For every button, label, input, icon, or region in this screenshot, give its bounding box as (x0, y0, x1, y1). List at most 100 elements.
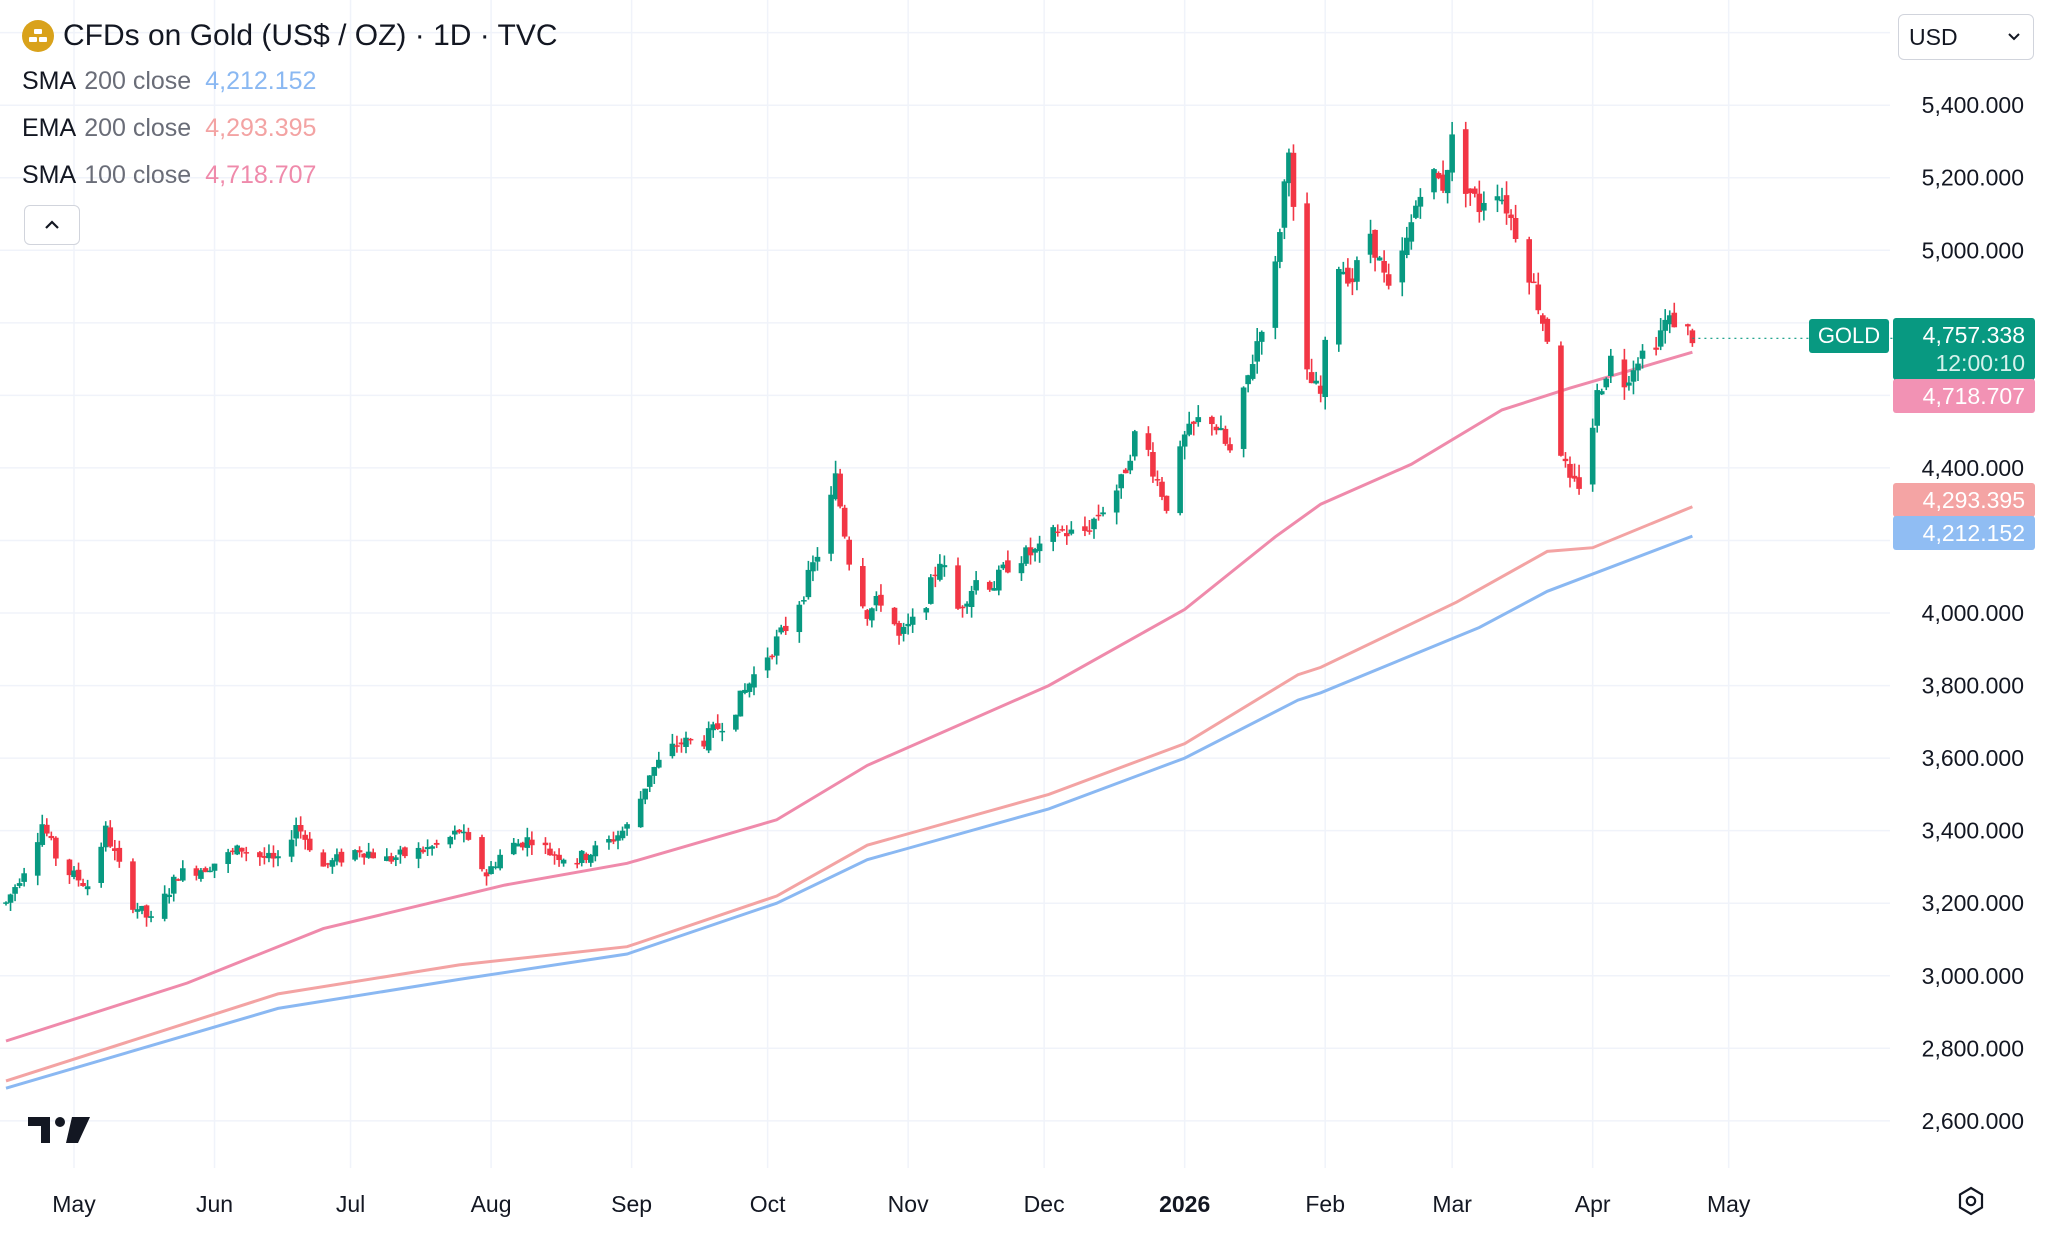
candle-body (805, 569, 812, 598)
candle-body (1503, 195, 1510, 214)
candle-body (198, 870, 204, 879)
candle-body (334, 854, 340, 862)
candle-body (560, 859, 567, 864)
candle-body (674, 745, 680, 747)
candle-body (878, 594, 884, 606)
candle-body (456, 829, 463, 833)
candle-body (520, 842, 526, 848)
candle-body (297, 825, 304, 832)
candle-body (7, 894, 14, 903)
candle-body (1540, 315, 1546, 324)
candle-body (574, 862, 580, 865)
indicator-params: 100 close (84, 161, 192, 189)
collapse-legend-button[interactable] (24, 205, 80, 245)
candle-body (238, 847, 245, 852)
price-tick-label: 3,400.000 (1922, 818, 2024, 844)
chart-title[interactable]: CFDs on Gold (US$ / OZ) · 1D · TVC (63, 19, 558, 52)
candle-body (1408, 222, 1415, 242)
candle-body (39, 824, 46, 845)
candle-body (1186, 423, 1192, 435)
last-price: 4,757.338 (1922, 322, 2025, 348)
candle-body (429, 846, 435, 849)
candle-body (1240, 387, 1247, 449)
candle-body (1122, 469, 1129, 474)
candle-body (370, 852, 376, 859)
candle-body (243, 852, 250, 854)
tradingview-logo-icon[interactable] (28, 1114, 90, 1151)
candle-body (746, 683, 753, 692)
candle-body (1567, 463, 1573, 478)
time-tick-label: Nov (888, 1191, 929, 1217)
indicator-sma200[interactable]: SMA 200 close 4,212.152 (22, 58, 558, 105)
time-tick-label: Oct (750, 1191, 786, 1217)
candle-body (1113, 490, 1120, 513)
candle-body (1095, 514, 1102, 517)
last-price-tag: 4,757.338 12:00:10 (1893, 318, 2035, 380)
candle-body (846, 539, 852, 565)
candle-body (991, 588, 998, 591)
candle-body (1544, 318, 1551, 342)
indicator-value: 4,293.395 (205, 114, 317, 142)
candle-body (1372, 229, 1378, 258)
price-tick-label: 4,000.000 (1922, 600, 2024, 626)
candle-body (1558, 345, 1564, 456)
candle-body (44, 824, 50, 834)
candle-body (941, 565, 948, 568)
time-tick-label: Feb (1305, 1191, 1345, 1217)
candle-body (148, 916, 154, 918)
currency-select[interactable]: USD (1898, 14, 2034, 60)
candle-body (1258, 331, 1265, 342)
ma-line (5, 505, 1693, 1083)
candle-body (175, 879, 182, 881)
candle-body (733, 714, 739, 730)
candle-body (1118, 474, 1124, 489)
indicator-value: 4,212.152 (205, 67, 317, 95)
candle-body (801, 600, 807, 602)
candle-body (293, 825, 299, 839)
candle-body (75, 869, 82, 881)
candle-body (1340, 271, 1347, 275)
candle-body (1249, 364, 1256, 379)
candle-body (656, 759, 662, 768)
candle-body (909, 616, 916, 625)
candle-body (1064, 533, 1070, 537)
candle-body (996, 569, 1002, 591)
candle-body (48, 835, 55, 839)
candle-body (302, 834, 308, 840)
candle-body (1277, 232, 1283, 262)
candle-body (610, 839, 617, 842)
candle-body (1571, 475, 1578, 479)
candle-body (683, 737, 689, 747)
candle-body (143, 905, 150, 918)
candle-body (3, 902, 9, 904)
candle-body (71, 870, 77, 877)
candle-body (1481, 202, 1487, 211)
indicator-ema200[interactable]: EMA 200 close 4,293.395 (22, 105, 558, 152)
candle-body (170, 876, 177, 894)
candle-body (837, 473, 843, 507)
candle-body (261, 856, 268, 858)
candle-body (742, 689, 748, 693)
candle-body (1626, 382, 1632, 386)
time-tick-label: Mar (1432, 1191, 1472, 1217)
candle-body (764, 657, 771, 671)
candle-body (778, 627, 784, 633)
candle-body (578, 850, 585, 863)
price-axis[interactable]: 2,600.000 2,800.000 3,000.000 3,200.000 3,40… (1922, 92, 2024, 1134)
candle-body (928, 577, 934, 604)
indicator-value: 4,718.707 (205, 161, 317, 189)
price-tick-label: 2,600.000 (1922, 1108, 2024, 1134)
candle-body (841, 507, 848, 537)
candle-body (452, 830, 458, 835)
candle-body (1163, 495, 1170, 511)
time-axis[interactable]: May Jun Jul Aug Sep Oct Nov Dec 2026 Feb Mar Apr May (52, 1191, 1751, 1217)
chart-settings-gear-icon[interactable] (1956, 1186, 1986, 1221)
candle-body (1535, 284, 1542, 311)
candle-body (615, 835, 621, 841)
candle-body (619, 830, 626, 839)
indicator-sma100[interactable]: SMA 100 close 4,718.707 (22, 152, 558, 199)
candle-body (1218, 428, 1224, 431)
candle-body (719, 730, 726, 733)
candle-body (1150, 452, 1156, 477)
